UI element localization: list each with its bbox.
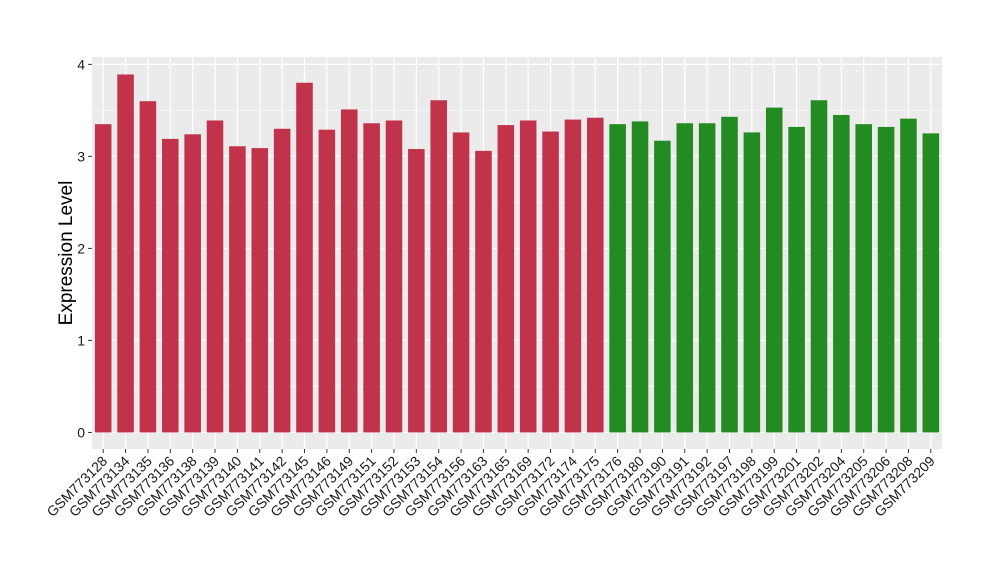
bar-GSM773163 bbox=[475, 150, 492, 433]
bar-GSM773174 bbox=[564, 119, 582, 433]
y-tick-label: 2 bbox=[77, 240, 85, 256]
bar-GSM773175 bbox=[587, 117, 604, 433]
bar-GSM773156 bbox=[452, 132, 470, 433]
bar-GSM773152 bbox=[385, 120, 403, 433]
bar-GSM773209 bbox=[922, 133, 940, 433]
bar-GSM773139 bbox=[206, 120, 224, 433]
bar-GSM773153 bbox=[408, 149, 425, 433]
y-tick-label: 4 bbox=[77, 56, 85, 72]
y-tick-label: 3 bbox=[77, 148, 85, 164]
bar-GSM773128 bbox=[94, 124, 112, 433]
bar-GSM773201 bbox=[788, 126, 805, 433]
bar-GSM773142 bbox=[273, 128, 291, 433]
bar-GSM773198 bbox=[743, 132, 761, 433]
bar-GSM773140 bbox=[229, 146, 246, 433]
bar-GSM773135 bbox=[139, 101, 157, 433]
bar-GSM773191 bbox=[676, 123, 694, 433]
x-axis: GSM773128GSM773134GSM773135GSM773136GSM7… bbox=[43, 449, 938, 520]
bar-GSM773151 bbox=[363, 123, 380, 433]
bar-GSM773145 bbox=[296, 82, 313, 433]
y-tick-label: 0 bbox=[77, 424, 85, 440]
bar-GSM773146 bbox=[318, 129, 336, 433]
bar-GSM773197 bbox=[721, 116, 738, 433]
bar-GSM773136 bbox=[162, 138, 179, 433]
bar-GSM773205 bbox=[855, 124, 872, 433]
bar-GSM773202 bbox=[810, 100, 828, 433]
bar-GSM773208 bbox=[900, 118, 917, 433]
bars bbox=[94, 74, 940, 433]
bar-GSM773176 bbox=[609, 124, 626, 433]
bar-GSM773204 bbox=[833, 114, 850, 433]
bar-GSM773190 bbox=[654, 140, 671, 433]
bar-GSM773180 bbox=[631, 121, 649, 433]
bar-GSM773199 bbox=[765, 107, 783, 433]
bar-GSM773141 bbox=[251, 148, 269, 433]
bar-GSM773206 bbox=[877, 126, 895, 433]
bar-GSM773138 bbox=[184, 134, 201, 433]
y-axis: 0 1 2 3 4 bbox=[77, 56, 92, 440]
bar-GSM773169 bbox=[519, 120, 537, 433]
y-axis-title: Expression Level bbox=[56, 181, 77, 326]
bar-GSM773172 bbox=[542, 131, 559, 433]
bar-GSM773154 bbox=[430, 100, 447, 433]
bar-GSM773149 bbox=[340, 109, 358, 433]
bar-GSM773165 bbox=[497, 125, 515, 433]
bar-GSM773192 bbox=[698, 123, 716, 433]
bar-GSM773134 bbox=[117, 74, 134, 433]
y-tick-label: 1 bbox=[77, 332, 85, 348]
